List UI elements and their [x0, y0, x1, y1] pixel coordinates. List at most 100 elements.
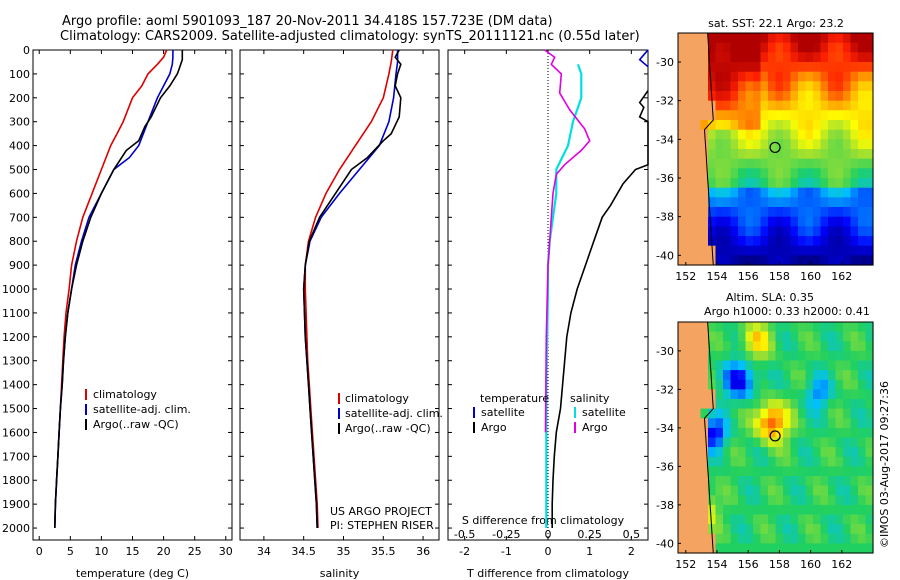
- depth-tick-label: 1000: [2, 283, 30, 296]
- legend-salinity-title: salinity: [570, 392, 610, 405]
- map-1-xtick-label: 154: [707, 558, 728, 571]
- depth-tick-label: 1400: [2, 379, 30, 392]
- sdiff-tick-label: 0: [545, 528, 552, 541]
- depth-tick-label: 800: [9, 235, 30, 248]
- map-0-ytick-label: -38: [656, 211, 674, 224]
- sla-map-title-line2: Argo h1000: 0.33 h2000: 0.41: [704, 305, 870, 318]
- map-1-xtick-label: 160: [800, 558, 821, 571]
- profile-panel-0-frame: [32, 49, 233, 541]
- map-1-xtick-label: 162: [831, 558, 852, 571]
- depth-tick-label: 200: [9, 92, 30, 105]
- figure-title-line2: Climatology: CARS2009. Satellite-adjuste…: [60, 29, 640, 44]
- panel-1-xtick-label: 35: [336, 545, 350, 558]
- panel-2-xtick-label: 0: [545, 545, 552, 558]
- map-1-coastline: [703, 321, 714, 554]
- map-0-argo-marker: [769, 141, 781, 154]
- project-label: US ARGO PROJECT: [330, 505, 432, 518]
- depth-tick-label: 300: [9, 116, 30, 129]
- map-0-coastline: [703, 32, 714, 266]
- map-1-ytick-label: -38: [656, 499, 674, 512]
- map-1-xtick-label: 156: [738, 558, 759, 571]
- sdiff-tick-label: -0.5: [454, 528, 475, 541]
- map-0-xtick-label: 154: [707, 270, 728, 283]
- depth-tick-label: 1200: [2, 331, 30, 344]
- figure-title-line1: Argo profile: aoml 5901093_187 20-Nov-20…: [62, 14, 553, 29]
- salinity-legend-label-1: satellite-adj. clim.: [345, 407, 443, 420]
- map-1-frame: [677, 321, 874, 554]
- depth-tick-label: 400: [9, 140, 30, 153]
- map-0-field: [678, 33, 874, 266]
- map-0-ytick-label: -40: [656, 249, 674, 262]
- panel-2-xtick-label: 1: [586, 545, 593, 558]
- map-0-xtick-label: 160: [800, 270, 821, 283]
- map-0-ytick-label: -32: [656, 95, 674, 108]
- depth-tick-label: 900: [9, 259, 30, 272]
- salinity-legend-label-2: Argo(..raw -QC): [345, 422, 431, 435]
- sla-map-title-line1: Altim. SLA: 0.35: [726, 291, 814, 304]
- legend-s-label-0: satellite: [582, 406, 626, 419]
- depth-tick-label: 0: [23, 44, 30, 57]
- depth-tick-label: 500: [9, 164, 30, 177]
- temperature-series-2: [54, 50, 184, 529]
- panel-0-xtick-label: 5: [67, 545, 74, 558]
- depth-tick-label: 700: [9, 211, 30, 224]
- map-1-ytick-label: -36: [656, 460, 674, 473]
- panel-0-xtick-label: 30: [219, 545, 233, 558]
- map-0-ytick-label: -30: [656, 56, 674, 69]
- panel-1-xtick-label: 34.5: [291, 545, 316, 558]
- legend-t-label-1: Argo: [481, 421, 507, 434]
- tdiff-xlabel: T difference from climatology: [466, 567, 629, 580]
- depth-tick-label: 1600: [2, 426, 30, 439]
- salinity-series-0: [304, 49, 394, 529]
- panel-1-xtick-label: 34: [257, 545, 271, 558]
- difference-series-1: [551, 90, 649, 528]
- depth-tick-label: 1300: [2, 355, 30, 368]
- sdiff-tick-label: -0.25: [492, 528, 520, 541]
- map-0-ytick-label: -36: [656, 172, 674, 185]
- profile-panel-1-frame: [239, 49, 440, 541]
- depth-tick-label: 1100: [2, 307, 30, 320]
- sdiff-tick-label: 0.5: [623, 528, 641, 541]
- panel-0-xtick-label: 20: [157, 545, 171, 558]
- map-0-ytick-label: -34: [656, 133, 674, 146]
- panel-2-xtick-label: -1: [501, 545, 512, 558]
- panel-2-xtick-label: 2: [628, 545, 635, 558]
- map-1-ytick-label: -34: [656, 422, 674, 435]
- map-0-frame: [677, 32, 874, 266]
- map-0-xtick-label: 156: [738, 270, 759, 283]
- map-0-xtick-label: 152: [675, 270, 696, 283]
- difference-series-3: [544, 49, 591, 433]
- panel-0-xtick-label: 10: [94, 545, 108, 558]
- map-1-xtick-label: 152: [675, 558, 696, 571]
- panel-1-xtick-label: 36: [416, 545, 430, 558]
- depth-tick-label: 100: [9, 68, 30, 81]
- panel-2-xtick-label: -2: [459, 545, 470, 558]
- temperature-series-1: [54, 50, 174, 529]
- map-1-ytick-label: -30: [656, 345, 674, 358]
- temperature-xlabel: temperature (deg C): [76, 567, 189, 580]
- salinity-series-2: [302, 49, 402, 529]
- panel-0-xtick-label: 0: [36, 545, 43, 558]
- panel-0-xtick-label: 15: [126, 545, 140, 558]
- panel-1-xtick-label: 35.5: [371, 545, 396, 558]
- map-0-xtick-label: 158: [769, 270, 790, 283]
- legend-s-label-1: Argo: [582, 421, 608, 434]
- legend-t-label-0: satellite: [481, 406, 525, 419]
- legend-temperature-title: temperature: [480, 392, 549, 405]
- map-1-xtick-label: 158: [769, 558, 790, 571]
- difference-series-0: [638, 49, 649, 68]
- depth-tick-label: 1800: [2, 474, 30, 487]
- depth-tick-label: 600: [9, 187, 30, 200]
- map-0-xtick-label: 162: [831, 270, 852, 283]
- temperature-legend-label-1: satellite-adj. clim.: [93, 403, 191, 416]
- depth-tick-label: 2000: [2, 522, 30, 535]
- sst-map-title: sat. SST: 22.1 Argo: 23.2: [708, 17, 844, 30]
- depth-tick-label: 1900: [2, 498, 30, 511]
- salinity-series-1: [302, 50, 399, 529]
- panel-0-xtick-label: 25: [188, 545, 202, 558]
- temperature-legend-label-2: Argo(..raw -QC): [93, 418, 179, 431]
- pi-label: PI: STEPHEN RISER: [330, 519, 434, 532]
- depth-tick-label: 1500: [2, 403, 30, 416]
- map-1-argo-marker: [769, 430, 781, 442]
